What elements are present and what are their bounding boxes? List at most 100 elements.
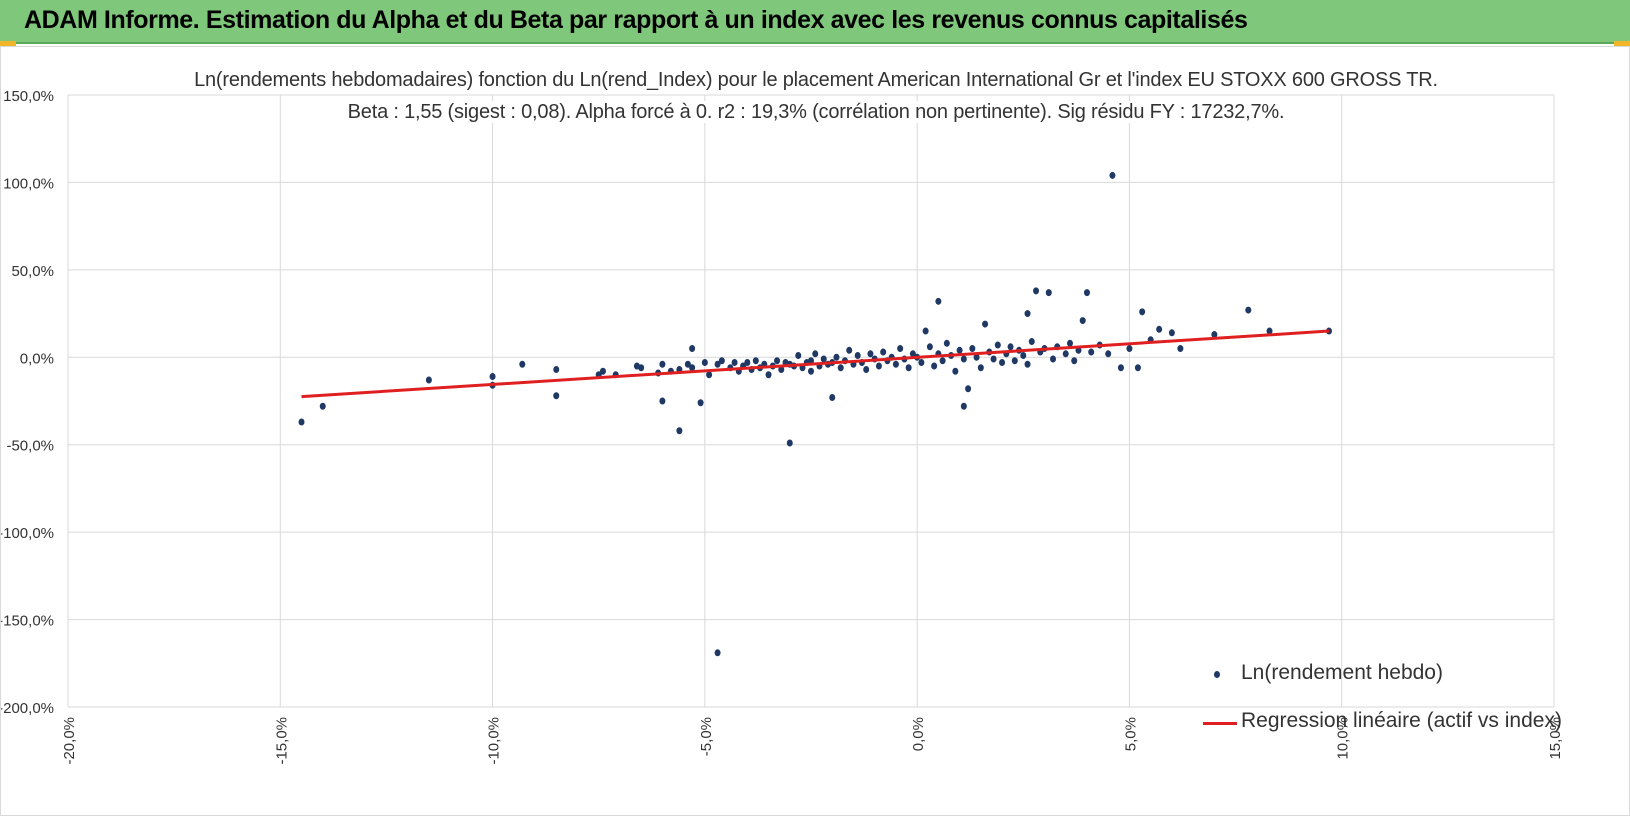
data-point <box>778 366 785 374</box>
data-point <box>1266 327 1273 335</box>
x-tick-label: 0,0% <box>910 717 927 751</box>
data-point <box>425 376 432 384</box>
data-point <box>897 345 904 353</box>
data-point <box>1028 338 1035 346</box>
data-point <box>829 394 836 402</box>
corner-marker-left <box>0 41 16 46</box>
x-tick-label: 10,0% <box>1335 717 1352 760</box>
data-point <box>854 352 861 360</box>
chart-title: Ln(rendements hebdomadaires) fonction du… <box>1 69 1630 92</box>
data-point <box>833 353 840 361</box>
scatter-chart: 150,0% 100,0% 50,0% 0,0% -50,0% -100,0% -150,0… <box>1 88 1564 765</box>
data-point <box>1177 345 1184 353</box>
regression-line-group <box>301 329 1330 399</box>
data-point <box>875 362 882 370</box>
data-point <box>714 360 721 368</box>
chart-title-line-1: Ln(rendements hebdomadaires) fonction du… <box>186 69 1446 91</box>
data-point <box>697 399 704 407</box>
legend-label-scatter: Ln(rendement hebdo) <box>1241 661 1443 684</box>
data-point <box>956 346 963 354</box>
data-point <box>1020 352 1027 360</box>
y-tick-label: 150,0% <box>3 88 54 105</box>
data-point <box>795 352 802 360</box>
data-point <box>1071 357 1078 365</box>
chart-subtitle: Beta : 1,55 (sigest : 0,08). Alpha forcé… <box>1 101 1630 124</box>
data-point <box>744 359 751 367</box>
data-point <box>689 364 696 372</box>
data-point <box>812 350 819 358</box>
data-point <box>969 345 976 353</box>
data-point <box>1045 289 1052 297</box>
report-header: ADAM Informe. Estimation du Alpha et du … <box>0 0 1630 44</box>
data-point <box>489 373 496 381</box>
data-point <box>553 392 560 400</box>
data-point <box>999 359 1006 367</box>
data-point <box>731 359 738 367</box>
data-point <box>939 357 946 365</box>
data-point <box>638 364 645 372</box>
data-point <box>1134 364 1141 372</box>
data-point <box>846 346 853 354</box>
data-points <box>298 171 1332 657</box>
grid <box>67 94 1555 708</box>
scatter-marker-icon <box>1214 671 1220 678</box>
data-point <box>774 357 781 365</box>
data-point <box>1024 360 1031 368</box>
x-tick-label: 5,0% <box>1122 717 1139 751</box>
x-tick-label: -5,0% <box>698 717 715 756</box>
data-point <box>319 402 326 410</box>
data-point <box>820 355 827 363</box>
data-point <box>1024 310 1031 318</box>
y-tick-label: 50,0% <box>11 263 54 280</box>
y-tick-label: -150,0% <box>1 613 54 630</box>
data-point <box>765 371 772 379</box>
data-point <box>990 355 997 363</box>
data-point <box>718 357 725 365</box>
report-title: ADAM Informe. Estimation du Alpha et du … <box>24 6 1248 34</box>
y-tick-label: -200,0% <box>1 700 54 717</box>
data-point <box>1126 345 1133 353</box>
data-point <box>298 418 305 426</box>
data-point <box>701 359 708 367</box>
data-point <box>943 339 950 347</box>
data-point <box>1066 339 1073 347</box>
data-point <box>1156 325 1163 333</box>
data-point <box>519 360 526 368</box>
data-point <box>905 364 912 372</box>
data-point <box>1105 350 1112 358</box>
data-point <box>960 355 967 363</box>
data-point <box>1139 308 1146 316</box>
legend-label-regression: Regression linéaire (actif vs index) <box>1241 709 1562 732</box>
x-tick-label: 15,0% <box>1547 717 1564 760</box>
data-point <box>994 341 1001 349</box>
data-point <box>1062 350 1069 358</box>
data-point <box>952 367 959 375</box>
data-point <box>676 427 683 435</box>
data-point <box>706 371 713 379</box>
y-tick-label: 100,0% <box>3 175 54 192</box>
data-point <box>1033 287 1040 295</box>
y-tick-label: -100,0% <box>1 525 54 542</box>
data-point <box>659 360 666 368</box>
data-point <box>689 345 696 353</box>
x-axis-ticks: -20,0% -15,0% -10,0% -5,0% 0,0% 5,0% 10,0% 15,0… <box>61 717 1564 765</box>
corner-marker-right <box>1614 41 1630 46</box>
data-point <box>965 385 972 393</box>
data-point <box>863 366 870 374</box>
data-point <box>931 362 938 370</box>
data-point <box>922 327 929 335</box>
data-point <box>659 397 666 405</box>
chart-title-line-2: Beta : 1,55 (sigest : 0,08). Alpha forcé… <box>339 101 1293 123</box>
x-tick-label: -10,0% <box>486 717 503 765</box>
data-point <box>1079 317 1086 325</box>
data-point <box>837 364 844 372</box>
data-point <box>926 343 933 351</box>
data-point <box>977 364 984 372</box>
regression-line-icon <box>1203 722 1237 725</box>
data-point <box>553 366 560 374</box>
data-point <box>973 353 980 361</box>
y-tick-label: -50,0% <box>6 438 54 455</box>
data-point <box>1007 343 1014 351</box>
data-point <box>1050 355 1057 363</box>
chart-area: 150,0% 100,0% 50,0% 0,0% -50,0% -100,0% -150,0… <box>0 46 1630 816</box>
